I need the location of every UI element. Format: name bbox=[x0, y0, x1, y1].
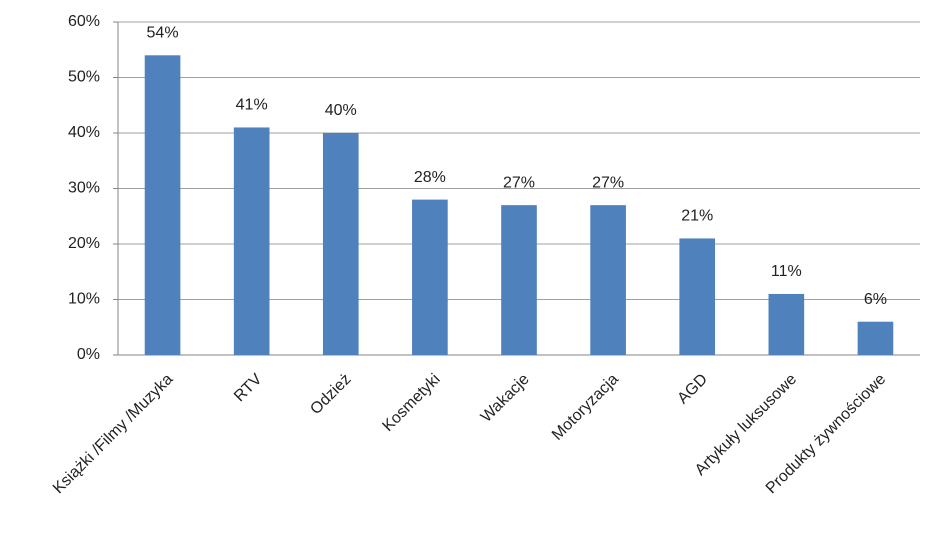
bar bbox=[144, 55, 181, 356]
value-label: 27% bbox=[592, 174, 624, 191]
bar bbox=[857, 321, 894, 355]
value-label: 41% bbox=[236, 97, 268, 114]
value-label: 6% bbox=[864, 291, 887, 308]
bar bbox=[412, 199, 448, 355]
x-tick-label: Wakacje bbox=[478, 371, 533, 426]
x-tick-label: Odzież bbox=[307, 371, 354, 418]
value-label: 54% bbox=[147, 25, 179, 42]
y-tick-label: 20% bbox=[68, 235, 100, 252]
value-label: 27% bbox=[503, 174, 535, 191]
y-tick-label: 10% bbox=[68, 291, 100, 308]
y-tick-label: 50% bbox=[68, 69, 100, 86]
x-tick-label: Książki /Filmy /Muzyka bbox=[50, 371, 177, 498]
y-tick-label: 60% bbox=[68, 13, 100, 30]
bar bbox=[590, 205, 626, 355]
x-tick-label: Kosmetyki bbox=[379, 371, 443, 435]
value-label: 40% bbox=[325, 102, 357, 119]
value-label: 28% bbox=[414, 169, 446, 186]
bar bbox=[768, 293, 805, 355]
value-label: 11% bbox=[771, 263, 802, 280]
bar bbox=[322, 133, 359, 355]
x-tick-label: Motoryzacja bbox=[549, 371, 622, 444]
y-tick-label: 0% bbox=[77, 346, 100, 363]
x-tick-label: RTV bbox=[231, 371, 266, 406]
y-tick-label: 40% bbox=[68, 124, 100, 141]
y-tick-label: 30% bbox=[68, 180, 100, 197]
x-tick-label: AGD bbox=[674, 371, 711, 408]
bar bbox=[679, 238, 716, 355]
bar bbox=[501, 205, 537, 355]
bar bbox=[233, 127, 270, 355]
value-label: 21% bbox=[681, 208, 713, 225]
